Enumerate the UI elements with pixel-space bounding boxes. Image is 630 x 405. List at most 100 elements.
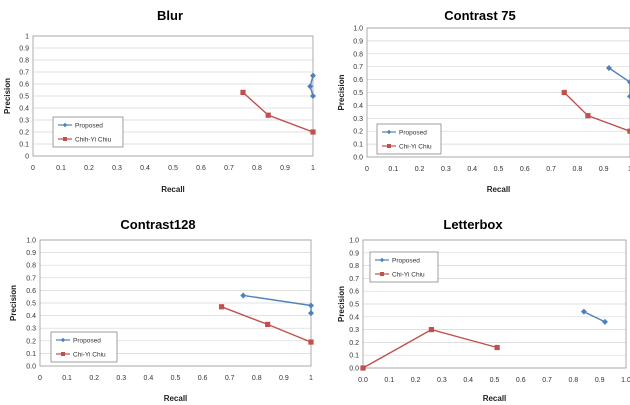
y-tick-label: 1.0 — [353, 26, 363, 33]
y-tick-label: 0.7 — [349, 276, 359, 283]
y-tick-label: 0.5 — [349, 302, 359, 309]
plot-area — [561, 64, 630, 134]
x-tick-label: 1 — [628, 166, 630, 173]
y-tick-label: 0.5 — [19, 94, 29, 101]
data-point-chiu — [561, 89, 567, 96]
x-tick-label: 0.2 — [415, 166, 425, 173]
x-tick-label: 1 — [309, 375, 313, 382]
x-tick-label: 0.8 — [252, 375, 262, 382]
y-tick-label: 0.6 — [353, 77, 363, 84]
x-tick-label: 0.9 — [279, 375, 289, 382]
series-line-proposed — [583, 311, 606, 323]
legend-label: Chi-Yi Chiu — [399, 143, 432, 150]
data-point-proposed — [601, 318, 608, 325]
x-tick-label: 0.9 — [595, 377, 605, 384]
data-point-proposed — [605, 64, 612, 71]
data-point-chiu — [360, 365, 366, 371]
legend-label: Proposed — [73, 337, 101, 344]
x-tick-label: 0.0 — [358, 377, 368, 384]
data-point-proposed — [310, 93, 316, 99]
data-point-chiu — [265, 112, 271, 118]
data-point-chiu — [310, 129, 316, 135]
series-line-proposed — [608, 67, 630, 97]
data-point-chiu — [308, 339, 314, 345]
data-point-proposed — [308, 302, 314, 309]
data-point-proposed — [627, 93, 630, 100]
y-tick-label: 0.3 — [26, 326, 36, 333]
y-axis-label: Precision — [337, 286, 346, 322]
data-point-chiu — [494, 344, 500, 351]
y-tick-label: 0.6 — [19, 82, 29, 89]
y-tick-label: 0.1 — [349, 353, 359, 360]
data-point-chiu — [218, 304, 225, 310]
data-point-proposed — [627, 79, 630, 86]
x-tick-label: 0.5 — [490, 377, 500, 384]
series-line-chiu — [362, 328, 498, 369]
y-tick-label: 0.1 — [26, 351, 36, 358]
y-tick-label: 0.5 — [353, 90, 363, 97]
y-axis-label: Precision — [9, 285, 18, 321]
chart-title: Blur — [157, 8, 183, 23]
x-tick-label: 0.2 — [84, 165, 94, 172]
x-tick-label: 0.7 — [224, 165, 234, 172]
legend-box — [52, 116, 124, 148]
chart-title: Contrast128 — [120, 217, 195, 232]
legend: Proposed Chih-Yi Chiu — [52, 116, 124, 148]
y-tick-label: 1 — [25, 34, 29, 41]
y-axis-label: Precision — [337, 74, 346, 110]
data-point-chiu — [265, 321, 271, 328]
x-tick-label: 0.2 — [411, 377, 421, 384]
x-tick-label: 0.5 — [168, 165, 178, 172]
legend-marker — [386, 129, 392, 135]
x-tick-label: 0.6 — [516, 377, 526, 384]
y-tick-label: 0.9 — [26, 250, 36, 257]
y-tick-label: 0.4 — [26, 313, 36, 320]
chart-panel-2: 0.0 0.1 0.2 0.3 0.4 0.5 0.6 0.7 0.8 0.9 1.0 0 0.1 0.2… — [9, 217, 314, 403]
y-tick-label: 0.2 — [26, 338, 36, 345]
x-tick-label: 0.7 — [546, 166, 556, 173]
data-point-proposed — [310, 72, 316, 79]
y-tick-label: 0.2 — [353, 129, 363, 136]
legend-label: Chi-Yi Chiu — [392, 271, 425, 278]
plot-frame — [362, 239, 627, 369]
x-tick-label: 0.4 — [467, 166, 477, 173]
legend-marker — [379, 257, 385, 263]
legend-box — [376, 123, 442, 155]
legend-box — [369, 251, 439, 283]
y-tick-label: 0.7 — [353, 64, 363, 71]
y-tick-label: 0 — [25, 154, 29, 161]
y-tick-label: 0.8 — [349, 263, 359, 270]
x-tick-label: 0.1 — [62, 375, 72, 382]
series-line-chiu — [242, 91, 314, 133]
x-tick-label: 0.1 — [388, 166, 398, 173]
x-tick-label: 0.2 — [89, 375, 99, 382]
legend-label: Proposed — [392, 257, 420, 264]
legend-box — [50, 331, 118, 363]
x-tick-label: 0 — [365, 166, 369, 173]
data-point-proposed — [307, 83, 314, 90]
y-tick-label: 0.3 — [353, 116, 363, 123]
y-tick-label: 0.7 — [19, 70, 29, 77]
x-tick-label: 0.7 — [542, 377, 552, 384]
data-point-chiu — [428, 327, 434, 333]
series-line-proposed — [243, 294, 312, 314]
x-tick-label: 0.8 — [252, 165, 262, 172]
y-tick-label: 0.1 — [353, 142, 363, 149]
legend: Proposed Chi-Yi Chiu — [376, 123, 442, 155]
data-point-chiu — [240, 89, 246, 95]
data-point-proposed — [308, 310, 314, 317]
plot-area — [218, 292, 314, 345]
x-tick-label: 1.0 — [621, 377, 630, 384]
y-tick-label: 0.0 — [26, 364, 36, 371]
data-point-proposed — [240, 292, 247, 299]
x-tick-label: 0 — [31, 165, 35, 172]
y-tick-label: 0.1 — [19, 142, 29, 149]
x-tick-label: 0.4 — [463, 377, 473, 384]
x-tick-label: 0.4 — [144, 375, 154, 382]
chart-panel-1: 0.0 0.1 0.2 0.3 0.4 0.5 0.6 0.7 0.8 0.9 1.0 0 0.1 0.2… — [337, 8, 630, 194]
y-tick-label: 0.0 — [353, 155, 363, 162]
chart-panel-3: 0.0 0.1 0.2 0.3 0.4 0.5 0.6 0.7 0.8 0.9 1.0 0.0 0.1 0… — [337, 217, 630, 403]
data-point-proposed — [580, 308, 587, 315]
plot-area — [240, 72, 316, 135]
x-tick-label: 0.7 — [225, 375, 235, 382]
